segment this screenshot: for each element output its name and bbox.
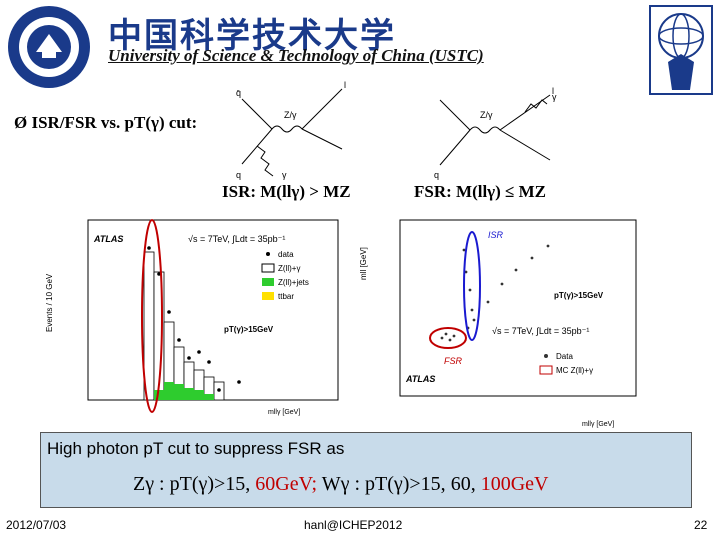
university-name-english: University of Science & Technology of Ch…	[108, 46, 484, 65]
fsr-gamma-label: γ	[552, 92, 557, 102]
isr-boson-label: Z/γ	[284, 110, 297, 120]
left-pt-cut-label: pT(γ)>15GeV	[224, 325, 274, 334]
atlas-logo-icon	[649, 5, 713, 95]
summary-note: High photon pT cut to suppress FSR as Zγ…	[40, 432, 692, 508]
footer-email: hanl@ICHEP2012	[304, 518, 403, 532]
left-ylabel: Events / 10 GeV	[45, 273, 54, 332]
right-fsr-label: FSR	[444, 356, 463, 366]
isr-q-label: q	[236, 170, 241, 180]
isr-gamma-label: γ	[282, 170, 287, 180]
right-ylabel: mll [GeV]	[359, 247, 368, 280]
fsr-boson-label: Z/γ	[480, 110, 493, 120]
isr-qbar-label: q̄	[236, 88, 241, 98]
right-pt-cut-label: pT(γ)>15GeV	[554, 291, 604, 300]
fsr-mass-condition: FSR: M(llγ) ≤ MZ	[414, 182, 547, 201]
footer-page-number: 22	[694, 518, 708, 532]
note-wg-cut-value-1: 60,	[450, 473, 476, 495]
note-zg-cut: Zγ : pT(γ)>15,	[133, 473, 251, 495]
bullet-text: ISR/FSR vs. pT(γ) cut:	[31, 113, 198, 132]
isr-l-label: l	[344, 80, 346, 90]
mllg-histogram: Events / 10 GeV mllγ [GeV] ATLAS √s = 7T…	[40, 212, 346, 420]
fsr-l-label: l	[552, 86, 554, 96]
fsr-q-label: q	[434, 170, 439, 180]
left-xlabel: mllγ [GeV]	[268, 409, 300, 416]
feynman-diagram-isr: Z/γ q q̄ l γ	[236, 80, 346, 180]
isr-mass-condition: ISR: M(llγ) > MZ	[222, 182, 351, 201]
right-legend-data: Data	[556, 352, 573, 361]
bullet-symbol: Ø	[14, 113, 28, 132]
mll-vs-mllg-scatter: mll [GeV] mllγ [GeV] ATLAS √s = 7TeV, ∫L…	[352, 210, 644, 432]
right-xlabel: mllγ [GeV]	[582, 421, 614, 428]
left-legend-data: data	[278, 250, 294, 259]
left-legend-zg: Z(ll)+γ	[278, 264, 300, 273]
note-zg-cut-value: 60GeV;	[255, 473, 318, 495]
note-line-1: High photon pT cut to suppress FSR as	[47, 439, 345, 458]
right-energy-label: √s = 7TeV, ∫Ldt = 35pb⁻¹	[492, 326, 589, 336]
ustc-logo-icon	[8, 6, 90, 88]
left-energy-label: √s = 7TeV, ∫Ldt = 35pb⁻¹	[188, 234, 285, 244]
right-atlas-label: ATLAS	[405, 374, 435, 384]
note-wg-cut: Wγ : pT(γ)>15,	[321, 473, 446, 495]
feynman-diagram-fsr: Z/γ q l γ	[434, 86, 557, 180]
left-legend-zjets: Z(ll)+jets	[278, 278, 309, 287]
bullet-isr-fsr: Ø ISR/FSR vs. pT(γ) cut:	[14, 113, 197, 133]
right-legend-mc: MC Z(ll)+γ	[556, 366, 593, 375]
note-line-2: Zγ : pT(γ)>15, 60GeV; Wγ : pT(γ)>15, 60,…	[133, 473, 548, 496]
left-legend-ttbar: ttbar	[278, 292, 294, 301]
university-name-chinese: 中国科学技术大学	[108, 16, 396, 56]
left-atlas-label: ATLAS	[93, 234, 123, 244]
note-wg-cut-value-2: 100GeV	[480, 473, 549, 495]
footer-date: 2012/07/03	[6, 518, 67, 532]
right-isr-label: ISR	[488, 230, 504, 240]
